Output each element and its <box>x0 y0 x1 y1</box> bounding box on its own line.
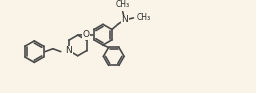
Text: N: N <box>65 46 72 55</box>
Text: CH₃: CH₃ <box>136 13 151 22</box>
Text: N: N <box>121 15 128 24</box>
Text: CH₃: CH₃ <box>116 0 130 9</box>
Text: O: O <box>83 30 90 39</box>
